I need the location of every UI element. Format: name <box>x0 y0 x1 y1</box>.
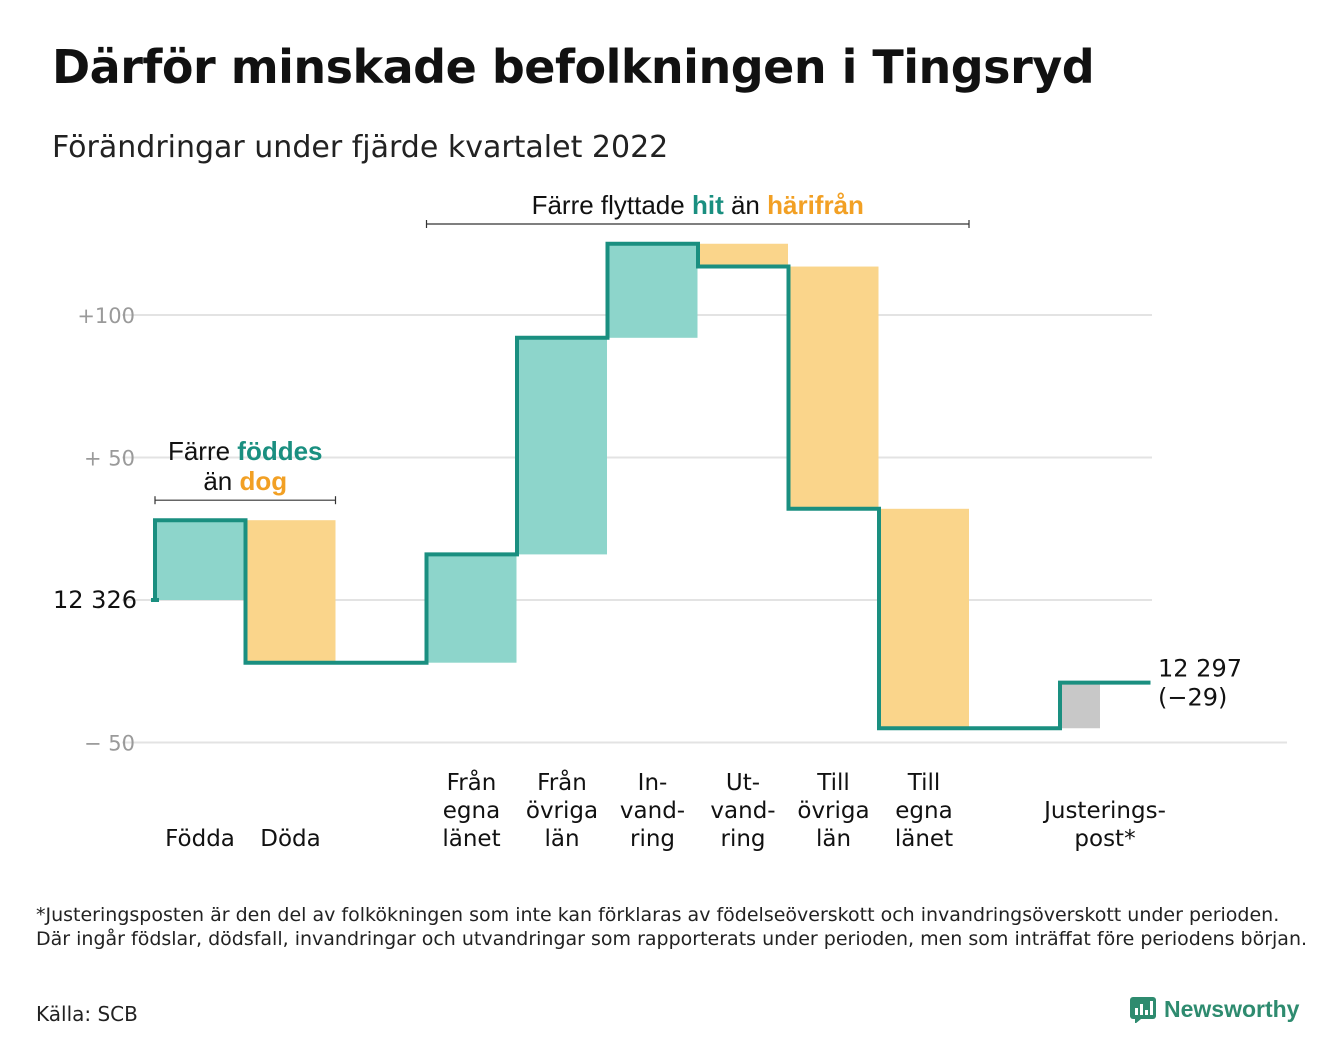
category-label: egna <box>443 798 500 824</box>
y-tick-label: − 50 <box>84 732 135 756</box>
y-tick-label: +100 <box>77 304 135 328</box>
category-label: Till <box>816 770 850 796</box>
annotation-segment: än <box>203 466 239 496</box>
annotation-text: Färre föddes <box>168 436 323 466</box>
start-value-label: 12 326 <box>53 586 137 614</box>
bar-decrease <box>698 243 788 267</box>
category-label: Födda <box>165 826 235 852</box>
bar-increase <box>426 554 517 663</box>
running-total-path <box>151 241 1151 731</box>
annotation-segment: än <box>724 190 767 220</box>
category-label: övriga <box>526 798 598 824</box>
bar-increase <box>517 337 607 555</box>
end-value-label: 12 297 <box>1158 655 1242 683</box>
category-label: Från <box>447 768 497 796</box>
newsworthy-logo-icon <box>1130 996 1156 1023</box>
category-labels: Födda DödaFrånegnalänetFrånövrigalänIn-va… <box>165 768 1166 852</box>
category-label: egna <box>895 798 952 824</box>
bar-decrease <box>245 520 336 663</box>
brand: Newsworthy <box>1130 996 1299 1023</box>
y-tick-label: + 50 <box>84 447 135 471</box>
brand-name: Newsworthy <box>1164 996 1300 1022</box>
annotation-segment: Färre <box>168 436 237 466</box>
category-label: länet <box>895 826 953 852</box>
footnote: *Justeringsposten är den del av folkökni… <box>36 904 1308 950</box>
category-label: Från <box>537 768 587 796</box>
chart-title: Därför minskade befolkningen i Tingsryd <box>52 40 1095 94</box>
y-axis-tick-labels: +100 + 50 − 50 12 326 12 297(−29) <box>53 304 1242 756</box>
category-label: post* <box>1074 826 1135 852</box>
category-label: Ut- <box>726 770 760 796</box>
category-label: Till <box>907 770 941 796</box>
category-label: län <box>816 826 851 852</box>
bar-adjustment <box>1060 682 1100 729</box>
annotation-text: än dog <box>203 466 287 496</box>
category-label: Justerings- <box>1042 798 1166 824</box>
bar-decrease <box>788 266 879 509</box>
waterfall-bars <box>155 243 1100 729</box>
annotation-segment: härifrån <box>767 190 864 220</box>
annotation-segment: hit <box>692 190 724 220</box>
category-label: vand- <box>710 798 775 824</box>
bar-increase <box>607 243 698 338</box>
bar-increase <box>155 520 245 600</box>
annotation-segment: dog <box>240 466 288 496</box>
bar-decrease <box>879 508 969 729</box>
category-label: övriga <box>797 798 869 824</box>
category-label: län <box>544 826 579 852</box>
source-label: Källa: SCB <box>36 1002 138 1026</box>
waterfall-chart: +100 + 50 − 50 12 326 12 297(−29) Födda Döda F… <box>53 190 1287 852</box>
annotation-segment: Färre flyttade <box>532 190 692 220</box>
category-label: Döda <box>260 826 320 852</box>
end-change-label: (−29) <box>1158 684 1227 712</box>
category-label: vand- <box>620 798 685 824</box>
chart-subtitle: Förändringar under fjärde kvartalet 2022 <box>52 130 669 165</box>
category-label: In- <box>638 770 668 796</box>
category-label: länet <box>442 826 500 852</box>
category-label: ring <box>630 826 675 852</box>
annotation-text: Färre flyttade hit än härifrån <box>532 190 864 220</box>
running-total-line <box>151 241 1151 731</box>
category-label: ring <box>720 826 765 852</box>
annotation-segment: föddes <box>237 436 322 466</box>
